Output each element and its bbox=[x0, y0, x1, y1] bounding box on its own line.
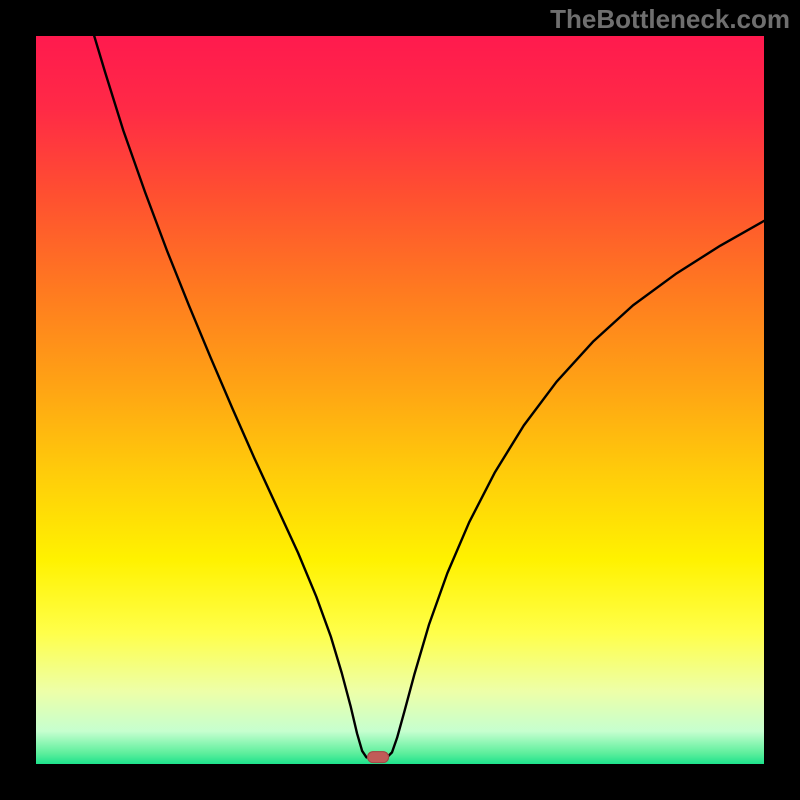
bottleneck-curve bbox=[36, 36, 764, 764]
chart-plot-area bbox=[36, 36, 764, 764]
minimum-marker bbox=[367, 752, 389, 764]
watermark-text: TheBottleneck.com bbox=[550, 4, 790, 35]
